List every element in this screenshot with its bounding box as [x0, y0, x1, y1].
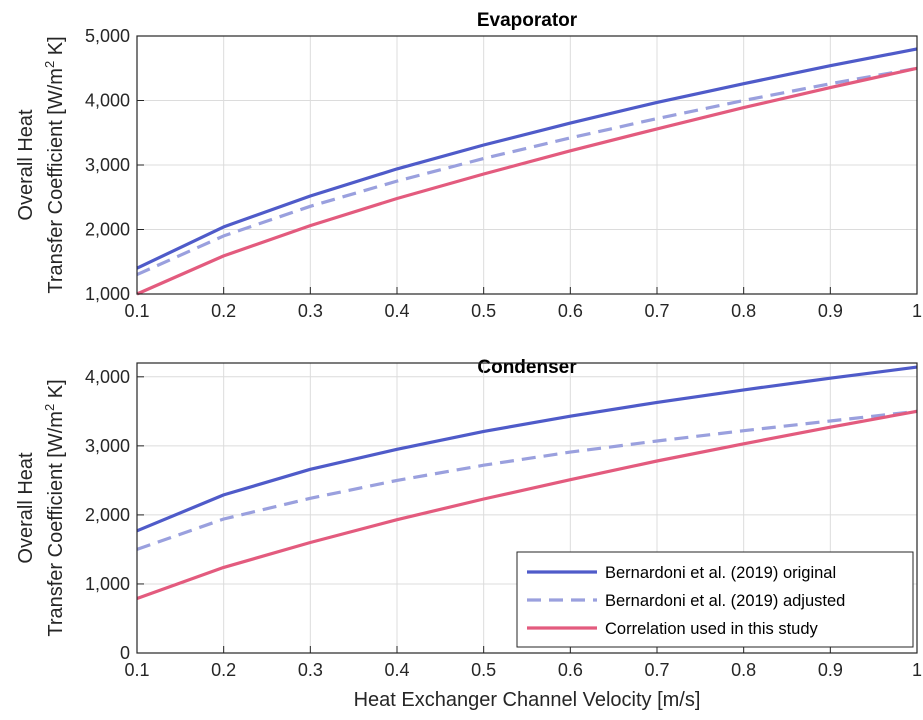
condenser-y-tick-label: 0 [120, 643, 130, 663]
condenser-x-tick-label: 0.8 [731, 660, 756, 680]
evaporator-x-tick-label: 0.2 [211, 301, 236, 321]
evaporator-y-axis-title: Overall Heat Transfer Coefficient [W/m2 … [15, 36, 67, 293]
condenser-y-tick-labels: 0 1,000 2,000 3,000 4,000 [85, 367, 130, 663]
legend-label-original: Bernardoni et al. (2019) original [605, 564, 836, 582]
evaporator-y-tick-label: 4,000 [85, 91, 130, 111]
condenser-x-tick-label: 0.7 [644, 660, 669, 680]
condenser-x-tick-labels: 0.1 0.2 0.3 0.4 0.5 0.6 0.7 0.8 0.9 1 [124, 660, 922, 680]
evaporator-x-tick-label: 0.9 [818, 301, 843, 321]
evaporator-grid [136, 35, 918, 295]
condenser-y-tick-label: 4,000 [85, 367, 130, 387]
evaporator-ylabel-end: K] [45, 36, 67, 60]
evaporator-ylabel-line1: Overall Heat [15, 109, 37, 221]
evaporator-title: Evaporator [477, 10, 578, 31]
condenser-ylabel-line2: Transfer Coefficient [W/m2 K] [42, 379, 67, 636]
condenser-series-group [136, 365, 918, 601]
evaporator-x-tick-label: 0.6 [558, 301, 583, 321]
evaporator-y-tick-label: 5,000 [85, 26, 130, 46]
condenser-x-tick-label: 0.6 [558, 660, 583, 680]
condenser-y-tick-label: 2,000 [85, 505, 130, 525]
evaporator-y-tick-label: 2,000 [85, 220, 130, 240]
evaporator-x-tick-label: 0.3 [298, 301, 323, 321]
evaporator-y-tick-labels: 1,000 2,000 3,000 4,000 5,000 [85, 26, 130, 304]
condenser-series-original [136, 365, 918, 533]
condenser-x-axis-title: Heat Exchanger Channel Velocity [m/s] [354, 689, 701, 711]
evaporator-y-tick-label: 1,000 [85, 284, 130, 304]
condenser-ylabel-main: Transfer Coefficient [W/m [45, 411, 67, 637]
condenser-x-tick-label: 1 [912, 660, 922, 680]
evaporator-ylabel-main: Transfer Coefficient [W/m [45, 68, 67, 294]
condenser-x-tick-label: 0.3 [298, 660, 323, 680]
condenser-series-adjusted [136, 409, 918, 551]
evaporator-ylabel-sup: 2 [42, 61, 57, 68]
evaporator-x-tick-label: 1 [912, 301, 922, 321]
legend-label-adjusted: Bernardoni et al. (2019) adjusted [605, 592, 845, 610]
condenser-x-tick-label: 0.1 [124, 660, 149, 680]
evaporator-series-adjusted [136, 66, 918, 277]
condenser-y-tick-label: 3,000 [85, 436, 130, 456]
evaporator-series-group [136, 47, 918, 296]
condenser-y-tick-label: 1,000 [85, 574, 130, 594]
condenser-plot-frame [136, 362, 918, 654]
legend-items: Bernardoni et al. (2019) original Bernard… [527, 564, 845, 638]
condenser-title: Condenser [477, 357, 577, 378]
condenser-ylabel-end: K] [45, 379, 67, 403]
condenser-ylabel-sup: 2 [42, 404, 57, 411]
legend: Bernardoni et al. (2019) original Bernard… [516, 551, 914, 648]
evaporator-y-tick-label: 3,000 [85, 155, 130, 175]
evaporator-x-tick-label: 0.5 [471, 301, 496, 321]
evaporator-subplot: Evaporator 0.1 0.2 0.3 0.4 0.5 0.6 0.7 0.8 0.9 1 … [15, 10, 922, 321]
condenser-x-tick-label: 0.5 [471, 660, 496, 680]
evaporator-x-tick-label: 0.7 [644, 301, 669, 321]
evaporator-x-tick-label: 0.1 [124, 301, 149, 321]
condenser-ylabel-line1: Overall Heat [15, 452, 37, 564]
condenser-y-axis-title: Overall Heat Transfer Coefficient [W/m2 … [15, 379, 67, 636]
evaporator-series-original [136, 47, 918, 270]
condenser-subplot: Condenser 0.1 0.2 0.3 0.4 0.5 0.6 0.7 0.8 0.9 1 0… [15, 357, 922, 711]
evaporator-series-correlation [136, 66, 918, 296]
evaporator-x-tick-labels: 0.1 0.2 0.3 0.4 0.5 0.6 0.7 0.8 0.9 1 [124, 301, 922, 321]
condenser-x-tick-label: 0.4 [384, 660, 409, 680]
evaporator-plot-frame [136, 35, 918, 295]
evaporator-x-tick-label: 0.4 [384, 301, 409, 321]
condenser-x-tick-label: 0.2 [211, 660, 236, 680]
evaporator-ylabel-line2: Transfer Coefficient [W/m2 K] [42, 36, 67, 293]
condenser-x-tick-label: 0.9 [818, 660, 843, 680]
condenser-series-correlation [136, 409, 918, 601]
legend-label-correlation: Correlation used in this study [605, 620, 819, 638]
evaporator-x-tick-label: 0.8 [731, 301, 756, 321]
